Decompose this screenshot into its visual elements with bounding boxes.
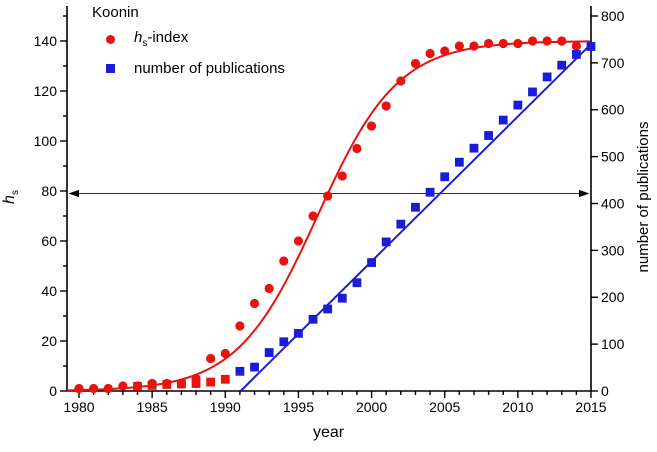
chart-legend: Koonin hs-index number of publications bbox=[92, 5, 285, 78]
svg-text:0: 0 bbox=[601, 383, 609, 399]
fit-curve-logistic bbox=[66, 40, 590, 392]
svg-text:100: 100 bbox=[601, 336, 625, 352]
fit-curve-linear bbox=[239, 43, 592, 392]
legend-marker-circle-icon bbox=[106, 35, 115, 44]
y-axis-right-label: number of publications bbox=[635, 121, 652, 273]
legend-marker-square-icon bbox=[106, 64, 115, 73]
svg-text:2000: 2000 bbox=[356, 399, 387, 415]
series-square bbox=[133, 42, 596, 391]
svg-text:800: 800 bbox=[601, 8, 625, 24]
svg-text:2005: 2005 bbox=[429, 399, 460, 415]
svg-text:2010: 2010 bbox=[502, 399, 533, 415]
svg-text:20: 20 bbox=[41, 333, 57, 349]
svg-text:700: 700 bbox=[601, 55, 625, 71]
x-ticks: 1980 1985 1990 1995 2000 2005 2010 2015 bbox=[63, 391, 607, 415]
svg-text:40: 40 bbox=[41, 283, 57, 299]
svg-text:200: 200 bbox=[601, 289, 625, 305]
svg-text:1985: 1985 bbox=[137, 399, 168, 415]
svg-text:300: 300 bbox=[601, 242, 625, 258]
legend-item-publications: number of publications bbox=[92, 59, 285, 78]
x-axis-label: year bbox=[312, 424, 345, 441]
svg-text:600: 600 bbox=[601, 102, 625, 118]
svg-text:100: 100 bbox=[34, 133, 58, 149]
svg-text:2015: 2015 bbox=[575, 399, 606, 415]
svg-text:80: 80 bbox=[41, 183, 57, 199]
svg-text:60: 60 bbox=[41, 233, 57, 249]
legend-label-publications: number of publications bbox=[134, 60, 285, 77]
y-axis-left-label: hs bbox=[1, 190, 22, 204]
legend-label-hs-index: hs-index bbox=[134, 29, 189, 49]
svg-text:1980: 1980 bbox=[63, 399, 94, 415]
svg-text:120: 120 bbox=[34, 83, 58, 99]
y-right-ticks: 0 100 200 300 400 500 600 700 800 bbox=[591, 8, 625, 399]
legend-title: Koonin bbox=[92, 4, 139, 21]
svg-text:0: 0 bbox=[49, 383, 57, 399]
svg-text:1990: 1990 bbox=[210, 399, 241, 415]
svg-text:1995: 1995 bbox=[283, 399, 314, 415]
svg-text:500: 500 bbox=[601, 149, 625, 165]
legend-item-hs-index: hs-index bbox=[92, 30, 285, 49]
svg-text:140: 140 bbox=[34, 33, 58, 49]
y-left-ticks: 0 20 40 60 80 100 120 140 bbox=[34, 15, 67, 399]
series-circle bbox=[74, 36, 581, 394]
svg-text:400: 400 bbox=[601, 195, 625, 211]
